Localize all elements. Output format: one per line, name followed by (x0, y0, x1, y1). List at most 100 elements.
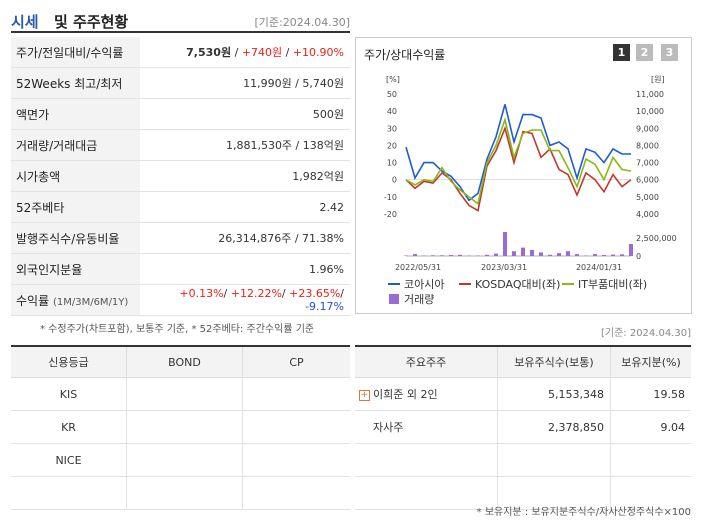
legend-label: KOSDAQ대비(좌) (475, 278, 560, 291)
title-blue: 시세 (11, 13, 39, 31)
volume-bar (629, 244, 633, 256)
left-tick-label: 10 (387, 159, 397, 168)
volume-bar (440, 255, 444, 256)
volume-tick-label: 0 (636, 252, 641, 261)
quote-table: 주가/전일대비/수익률 7,530원 / +740원 / +10.90% 52W… (11, 37, 350, 316)
row-label: 거래량/거래대금 (11, 129, 140, 161)
volume-bar (593, 254, 597, 256)
row-label: 시가총액 (11, 160, 140, 192)
separator: / (231, 46, 242, 59)
column-header: 보유지분(%) (610, 345, 691, 378)
table-row (11, 476, 350, 510)
cp-rating (242, 476, 350, 510)
left-tick-label: -20 (384, 210, 397, 219)
agency-name (11, 476, 127, 510)
row-value: 1,881,530주 / 138억원 (140, 129, 350, 161)
table-row: KIS (11, 377, 350, 411)
return-1y: -9.17% (305, 300, 344, 313)
chart-page-1-button[interactable]: 1 (613, 44, 630, 61)
section-header: 시세 및 주주현황 [기준:2024.04.30] (11, 9, 350, 33)
current-price: 7,530원 (186, 46, 232, 59)
title-rest: 및 주주현황 (54, 13, 129, 31)
price-change-rate: +10.90% (292, 46, 344, 59)
table-row: KR (11, 410, 350, 444)
table-row (355, 443, 691, 477)
table-row: 주가/전일대비/수익률 7,530원 / +740원 / +10.90% (11, 37, 350, 68)
chart-page-3-button[interactable]: 3 (661, 44, 678, 61)
separator: / (340, 287, 344, 300)
volume-bar (431, 255, 435, 256)
agency-name: KIS (11, 377, 127, 411)
quote-footnote: * 수정주가(차트포함), 보통주 기준, * 52주베타: 주간수익률 기준 (40, 324, 315, 335)
holder-shares: 5,153,348 (497, 377, 611, 411)
cp-rating (242, 410, 350, 444)
price-change-value: 7,530원 / +740원 / +10.90% (140, 37, 350, 68)
holder-pct: 9.04 (610, 410, 691, 444)
cp-rating (242, 377, 350, 411)
right-axis-unit: [원] (651, 75, 665, 84)
holders-base-date: [기준: 2024.04.30] (600, 328, 691, 339)
left-tick-label: 50 (387, 90, 397, 99)
row-value: 500원 (140, 98, 350, 130)
chart-page-2-button[interactable]: 2 (636, 44, 653, 61)
volume-bar (458, 254, 462, 256)
row-label: 52주베타 (11, 191, 140, 223)
row-label: 액면가 (11, 98, 140, 130)
table-row: + 이희준 외 2인 5,153,348 19.58 (355, 377, 691, 411)
cp-rating (242, 443, 350, 477)
separator: / (281, 287, 290, 300)
right-tick-label: 11,000 (636, 90, 664, 99)
credit-rating-table: 신용등급 BOND CP KIS KR NICE (11, 345, 350, 510)
row-value: 1.96% (140, 253, 350, 285)
left-tick-label: 30 (387, 124, 397, 133)
chart-title: 주가/상대수익률 (364, 48, 446, 62)
bond-rating (126, 377, 243, 411)
left-tick-label: 40 (387, 107, 397, 116)
separator: / (282, 46, 293, 59)
volume-bar (548, 254, 552, 256)
left-tick-label: 0 (392, 176, 397, 185)
volume-bar (512, 251, 516, 256)
table-row: 52Weeks 최고/최저 11,990원 / 5,740원 (11, 67, 350, 99)
holders-footnote: * 보유지분 : 보유지분주식수/자사산정주식수×100 (476, 507, 691, 518)
table-row: NICE (11, 443, 350, 477)
price-change: +740원 (241, 46, 283, 59)
legend-label: 코아시아 (404, 278, 444, 291)
volume-bar (503, 232, 507, 256)
right-tick-label: 6,000 (636, 176, 659, 185)
column-header: BOND (126, 345, 243, 378)
table-row: 52주베타 2.42 (11, 191, 350, 223)
table-row: 거래량/거래대금 1,881,530주 / 138억원 (11, 129, 350, 161)
volume-bar (521, 247, 525, 256)
bond-rating (126, 476, 243, 510)
expand-plus-icon[interactable]: + (359, 389, 370, 401)
agency-name: NICE (11, 443, 127, 477)
row-label: 발행주식수/유동비율 (11, 222, 140, 254)
volume-bar (539, 252, 543, 256)
holder-name (355, 476, 498, 510)
legend-label: 거래량 (404, 293, 434, 306)
return-3m: +12.22% (230, 287, 282, 300)
table-row: 시가총액 1,982억원 (11, 160, 350, 192)
returns-label: 수익률 (16, 293, 50, 308)
table-row: 액면가 500원 (11, 98, 350, 130)
column-header: CP (242, 345, 350, 378)
shareholders-table: 주요주주 보유주식수(보통) 보유지분(%) + 이희준 외 2인 5,153,3… (355, 345, 691, 510)
table-row: 외국인지분율 1.96% (11, 253, 350, 285)
table-header-row: 신용등급 BOND CP (11, 345, 350, 378)
holder-name: 자사주 (355, 410, 498, 444)
table-row: 자사주 2,378,850 9.04 (355, 410, 691, 444)
bond-rating (126, 410, 243, 444)
table-row: 발행주식수/유동비율 26,314,876주 / 71.38% (11, 222, 350, 254)
holder-shares: 2,378,850 (497, 410, 611, 444)
row-value: 1,982억원 (140, 160, 350, 192)
right-tick-label: 10,000 (636, 107, 664, 116)
row-label: 외국인지분율 (11, 253, 140, 285)
volume-bar (449, 255, 453, 256)
holder-pct: 19.58 (610, 377, 691, 411)
separator: / (223, 287, 231, 300)
volume-bar (575, 254, 579, 256)
base-date: [기준:2024.04.30] (254, 16, 350, 29)
legend-swatch (389, 294, 399, 304)
right-tick-label: 5,000 (636, 193, 659, 202)
